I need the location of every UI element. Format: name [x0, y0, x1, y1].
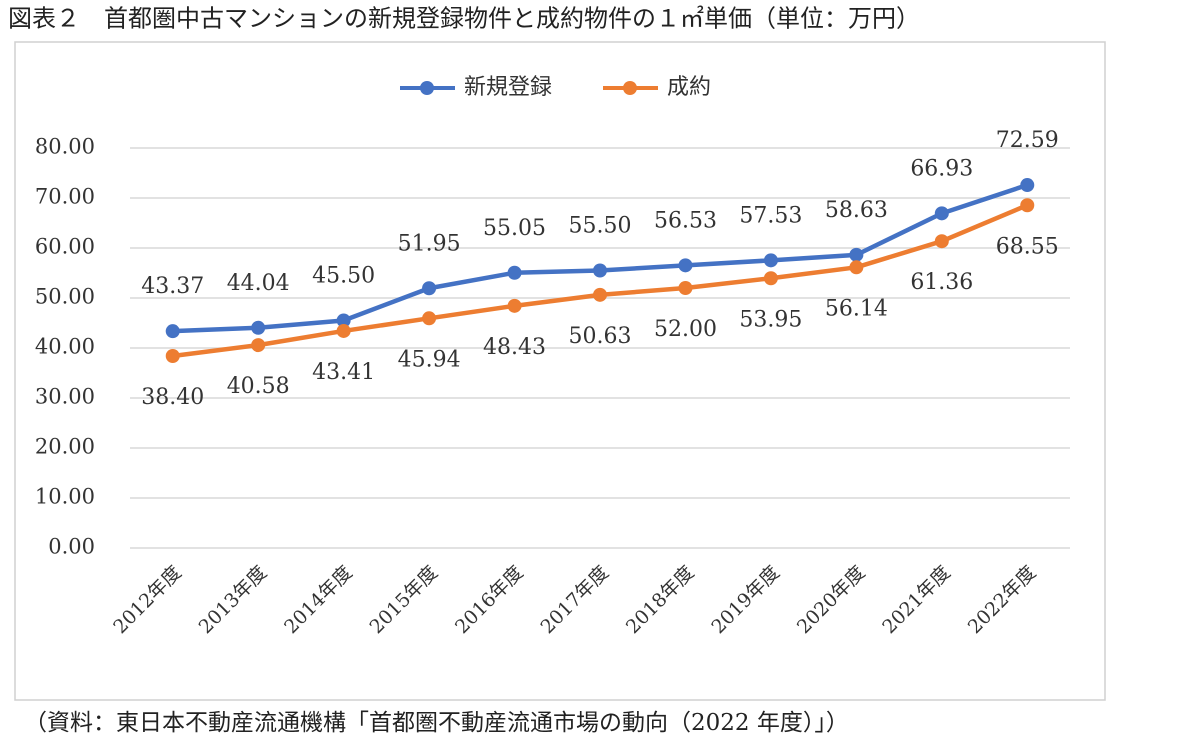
source-note: （資料：東日本不動産流通機構「首都圏不動産流通市場の動向（2022 年度）」）: [24, 710, 849, 736]
y-tick-label: 0.00: [48, 535, 95, 559]
data-point: [934, 206, 949, 221]
data-point: [593, 263, 607, 278]
data-label: 43.37: [141, 274, 204, 299]
y-tick-label: 60.00: [35, 235, 95, 259]
legend-marker: [623, 81, 637, 95]
data-label: 55.05: [483, 216, 546, 241]
data-label: 51.95: [398, 231, 461, 256]
data-label: 45.50: [312, 264, 375, 289]
data-point: [336, 323, 351, 338]
chart-title: 図表２ 首都圏中古マンションの新規登録物件と成約物件の１㎡単価（単位：万円）: [8, 5, 920, 33]
data-point: [422, 311, 437, 326]
data-point: [251, 320, 266, 335]
y-tick-label: 10.00: [35, 485, 95, 509]
legend-label: 新規登録: [464, 75, 552, 100]
data-label: 45.94: [398, 347, 461, 372]
data-point: [507, 298, 522, 313]
data-point: [678, 281, 693, 295]
data-point: [251, 338, 266, 353]
data-point: [593, 287, 607, 302]
data-label: 58.63: [825, 198, 888, 223]
data-point: [507, 265, 522, 280]
y-tick-label: 40.00: [35, 335, 95, 359]
y-tick-label: 20.00: [35, 435, 95, 459]
data-label: 40.58: [227, 374, 290, 399]
data-label: 57.53: [739, 203, 802, 228]
data-label: 56.53: [654, 208, 717, 233]
data-point: [1020, 178, 1035, 193]
data-point: [165, 324, 180, 339]
data-label: 66.93: [910, 156, 973, 181]
chart-frame: [14, 41, 1106, 701]
data-point: [336, 313, 351, 328]
data-label: 61.36: [910, 270, 973, 295]
data-label: 43.41: [312, 360, 375, 385]
data-point: [849, 247, 864, 262]
data-point: [678, 258, 693, 273]
data-point: [849, 260, 864, 275]
data-point: [763, 253, 778, 268]
data-label: 68.55: [996, 234, 1059, 259]
data-point: [165, 349, 180, 363]
data-point: [422, 281, 437, 296]
data-label: 55.50: [569, 214, 632, 239]
y-tick-label: 30.00: [35, 385, 95, 409]
data-label: 52.00: [654, 317, 717, 342]
y-tick-label: 50.00: [35, 285, 95, 309]
data-label: 72.59: [996, 128, 1059, 153]
data-label: 38.40: [141, 385, 204, 410]
data-point: [1020, 198, 1035, 213]
data-point: [934, 234, 949, 249]
data-label: 50.63: [569, 324, 632, 349]
y-tick-label: 70.00: [35, 185, 95, 209]
data-label: 44.04: [227, 271, 290, 296]
legend-marker: [420, 81, 434, 95]
y-tick-label: 80.00: [35, 135, 95, 159]
data-label: 48.43: [483, 335, 546, 360]
data-label: 56.14: [825, 296, 888, 321]
legend-label: 成約: [667, 75, 711, 100]
data-label: 53.95: [739, 307, 802, 332]
data-point: [763, 271, 778, 286]
